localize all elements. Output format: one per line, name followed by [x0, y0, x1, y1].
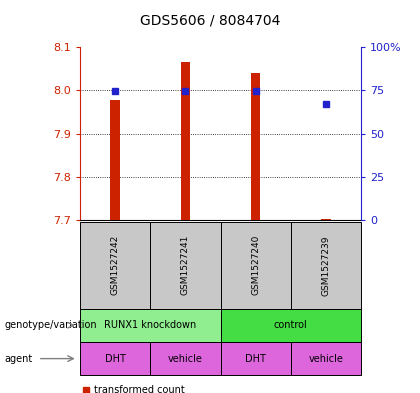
Text: vehicle: vehicle: [309, 354, 344, 364]
Bar: [181, 62, 190, 220]
Text: GSM1527241: GSM1527241: [181, 235, 190, 296]
Text: GDS5606 / 8084704: GDS5606 / 8084704: [140, 14, 280, 28]
Text: DHT: DHT: [245, 354, 266, 364]
Text: agent: agent: [4, 354, 32, 364]
Text: DHT: DHT: [105, 354, 126, 364]
Text: vehicle: vehicle: [168, 354, 203, 364]
Text: control: control: [274, 320, 308, 330]
Text: genotype/variation: genotype/variation: [4, 320, 97, 330]
Text: RUNX1 knockdown: RUNX1 knockdown: [104, 320, 196, 330]
Text: transformed count: transformed count: [94, 385, 185, 393]
Text: GSM1527242: GSM1527242: [110, 235, 119, 296]
Text: GSM1527239: GSM1527239: [322, 235, 331, 296]
Bar: [251, 73, 260, 220]
Text: GSM1527240: GSM1527240: [251, 235, 260, 296]
Bar: [110, 100, 120, 220]
Bar: [321, 219, 331, 220]
